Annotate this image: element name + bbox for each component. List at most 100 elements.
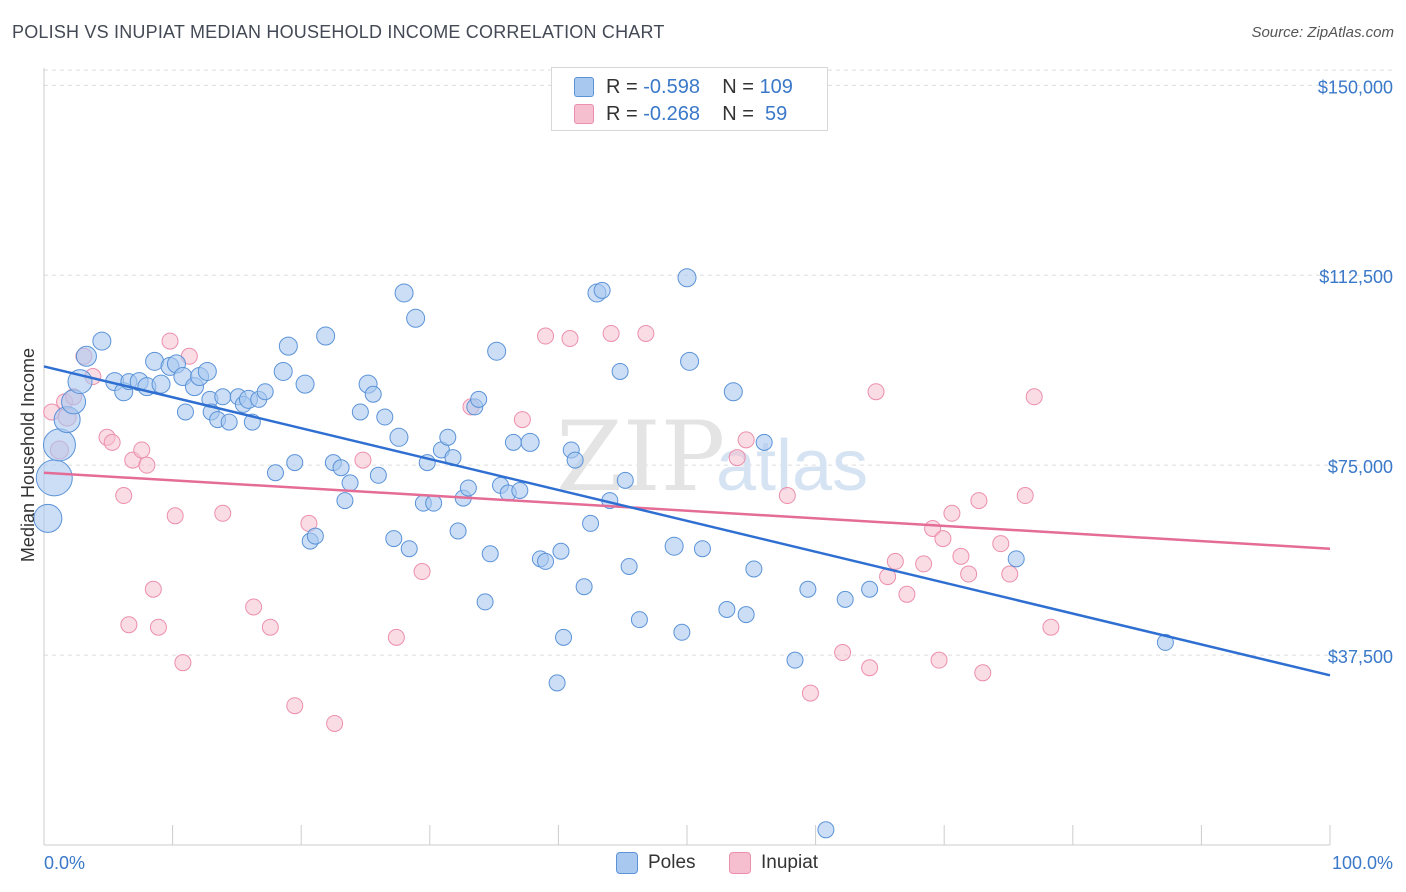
poles-trend-line bbox=[43, 365, 1331, 677]
poles-point bbox=[1007, 550, 1025, 568]
watermark-zip: ZIP bbox=[556, 401, 725, 513]
poles-point bbox=[737, 606, 755, 624]
inupiat-point bbox=[413, 563, 431, 581]
poles-point bbox=[620, 557, 638, 575]
poles-point bbox=[552, 542, 570, 560]
inupiat-point bbox=[103, 433, 121, 451]
poles-point bbox=[566, 451, 584, 469]
poles-point bbox=[575, 578, 593, 596]
bottom-inupiat-swatch bbox=[729, 852, 751, 874]
poles-point bbox=[306, 527, 324, 545]
poles-point bbox=[470, 390, 488, 408]
inupiat-point bbox=[166, 507, 184, 525]
inupiat-point bbox=[513, 411, 531, 429]
poles-point bbox=[151, 374, 171, 394]
poles-point bbox=[611, 362, 629, 380]
poles-point bbox=[286, 454, 304, 472]
inupiat-point bbox=[161, 332, 179, 350]
y-tick-label: $75,000 bbox=[1328, 457, 1393, 477]
poles-point bbox=[439, 428, 457, 446]
poles-point bbox=[582, 514, 600, 532]
y-axis-title: Median Household Income bbox=[18, 348, 38, 562]
poles-point bbox=[786, 651, 804, 669]
inupiat-point bbox=[737, 431, 755, 449]
inupiat-point bbox=[970, 492, 988, 510]
poles-point bbox=[385, 530, 403, 548]
poles-point bbox=[406, 308, 426, 328]
poles-point bbox=[673, 623, 691, 641]
poles-point bbox=[861, 580, 879, 598]
poles-point bbox=[836, 590, 854, 608]
poles-point bbox=[537, 552, 555, 570]
inupiat-point bbox=[120, 616, 138, 634]
inupiat-point bbox=[326, 714, 344, 732]
y-tick-label: $37,500 bbox=[1328, 647, 1393, 667]
inupiat-point bbox=[387, 628, 405, 646]
bottom-legend-poles: Poles bbox=[616, 852, 696, 874]
x-tick-label: 100.0% bbox=[1332, 853, 1393, 873]
poles-point bbox=[817, 821, 835, 839]
poles-point bbox=[336, 492, 354, 510]
y-tick-label: $112,500 bbox=[1319, 267, 1393, 287]
inupiat-point bbox=[886, 552, 904, 570]
poles-r-value: -0.598 bbox=[643, 75, 700, 98]
inupiat-point bbox=[214, 504, 232, 522]
inupiat-point bbox=[1025, 388, 1043, 406]
inupiat-r-value: -0.268 bbox=[643, 102, 700, 125]
poles-point bbox=[664, 536, 684, 556]
poles-point bbox=[693, 540, 711, 558]
inupiat-point bbox=[778, 487, 796, 505]
inupiat-point bbox=[992, 535, 1010, 553]
poles-point bbox=[278, 336, 298, 356]
inupiat-point bbox=[915, 555, 933, 573]
poles-point bbox=[425, 494, 443, 512]
poles-point bbox=[476, 593, 494, 611]
source-attribution: Source: ZipAtlas.com bbox=[1251, 24, 1394, 41]
legend-row-poles: R = -0.598 N = 109 bbox=[574, 75, 793, 99]
poles-point bbox=[400, 540, 418, 558]
poles-point bbox=[548, 674, 566, 692]
poles-point bbox=[394, 283, 414, 303]
inupiat-point bbox=[133, 441, 151, 459]
poles-point bbox=[75, 345, 97, 367]
inupiat-point bbox=[286, 697, 304, 715]
axis-labels: $37,500 $75,000 $112,500 $150,000 0.0% 100.0%… bbox=[18, 77, 1393, 873]
poles-point bbox=[214, 388, 232, 406]
inupiat-trend-line bbox=[43, 471, 1331, 550]
y-tick-label: $150,000 bbox=[1318, 77, 1393, 97]
poles-point bbox=[755, 433, 773, 451]
poles-r-label: R = bbox=[606, 75, 638, 98]
poles-point bbox=[92, 331, 112, 351]
poles-point bbox=[364, 385, 382, 403]
inupiat-point bbox=[602, 324, 620, 342]
inupiat-point bbox=[930, 651, 948, 669]
inupiat-point bbox=[974, 664, 992, 682]
trend-lines bbox=[43, 365, 1331, 677]
inupiat-point bbox=[943, 504, 961, 522]
bottom-poles-label: Poles bbox=[648, 852, 696, 873]
poles-point bbox=[487, 341, 507, 361]
inupiat-point bbox=[898, 585, 916, 603]
poles-point bbox=[351, 403, 369, 421]
grid-layer bbox=[44, 69, 1395, 656]
bottom-legend-inupiat: Inupiat bbox=[729, 852, 818, 874]
poles-point bbox=[220, 413, 238, 431]
correlation-legend: R = -0.598 N = 109 R = -0.268 N = 59 bbox=[551, 67, 828, 131]
inupiat-point bbox=[144, 580, 162, 598]
inupiat-point bbox=[801, 684, 819, 702]
inupiat-point bbox=[138, 456, 156, 474]
poles-point bbox=[520, 432, 540, 452]
poles-point bbox=[341, 474, 359, 492]
poles-point bbox=[718, 601, 736, 618]
inupiat-r-label: R = bbox=[606, 102, 638, 125]
poles-point bbox=[449, 522, 467, 540]
inupiat-point bbox=[245, 598, 263, 616]
poles-point bbox=[723, 382, 743, 402]
poles-point bbox=[332, 459, 350, 477]
poles-point bbox=[389, 427, 409, 447]
inupiat-point bbox=[637, 324, 655, 342]
bottom-poles-swatch bbox=[616, 852, 638, 874]
poles-n-value: 109 bbox=[759, 75, 793, 98]
poles-point bbox=[1156, 633, 1174, 651]
